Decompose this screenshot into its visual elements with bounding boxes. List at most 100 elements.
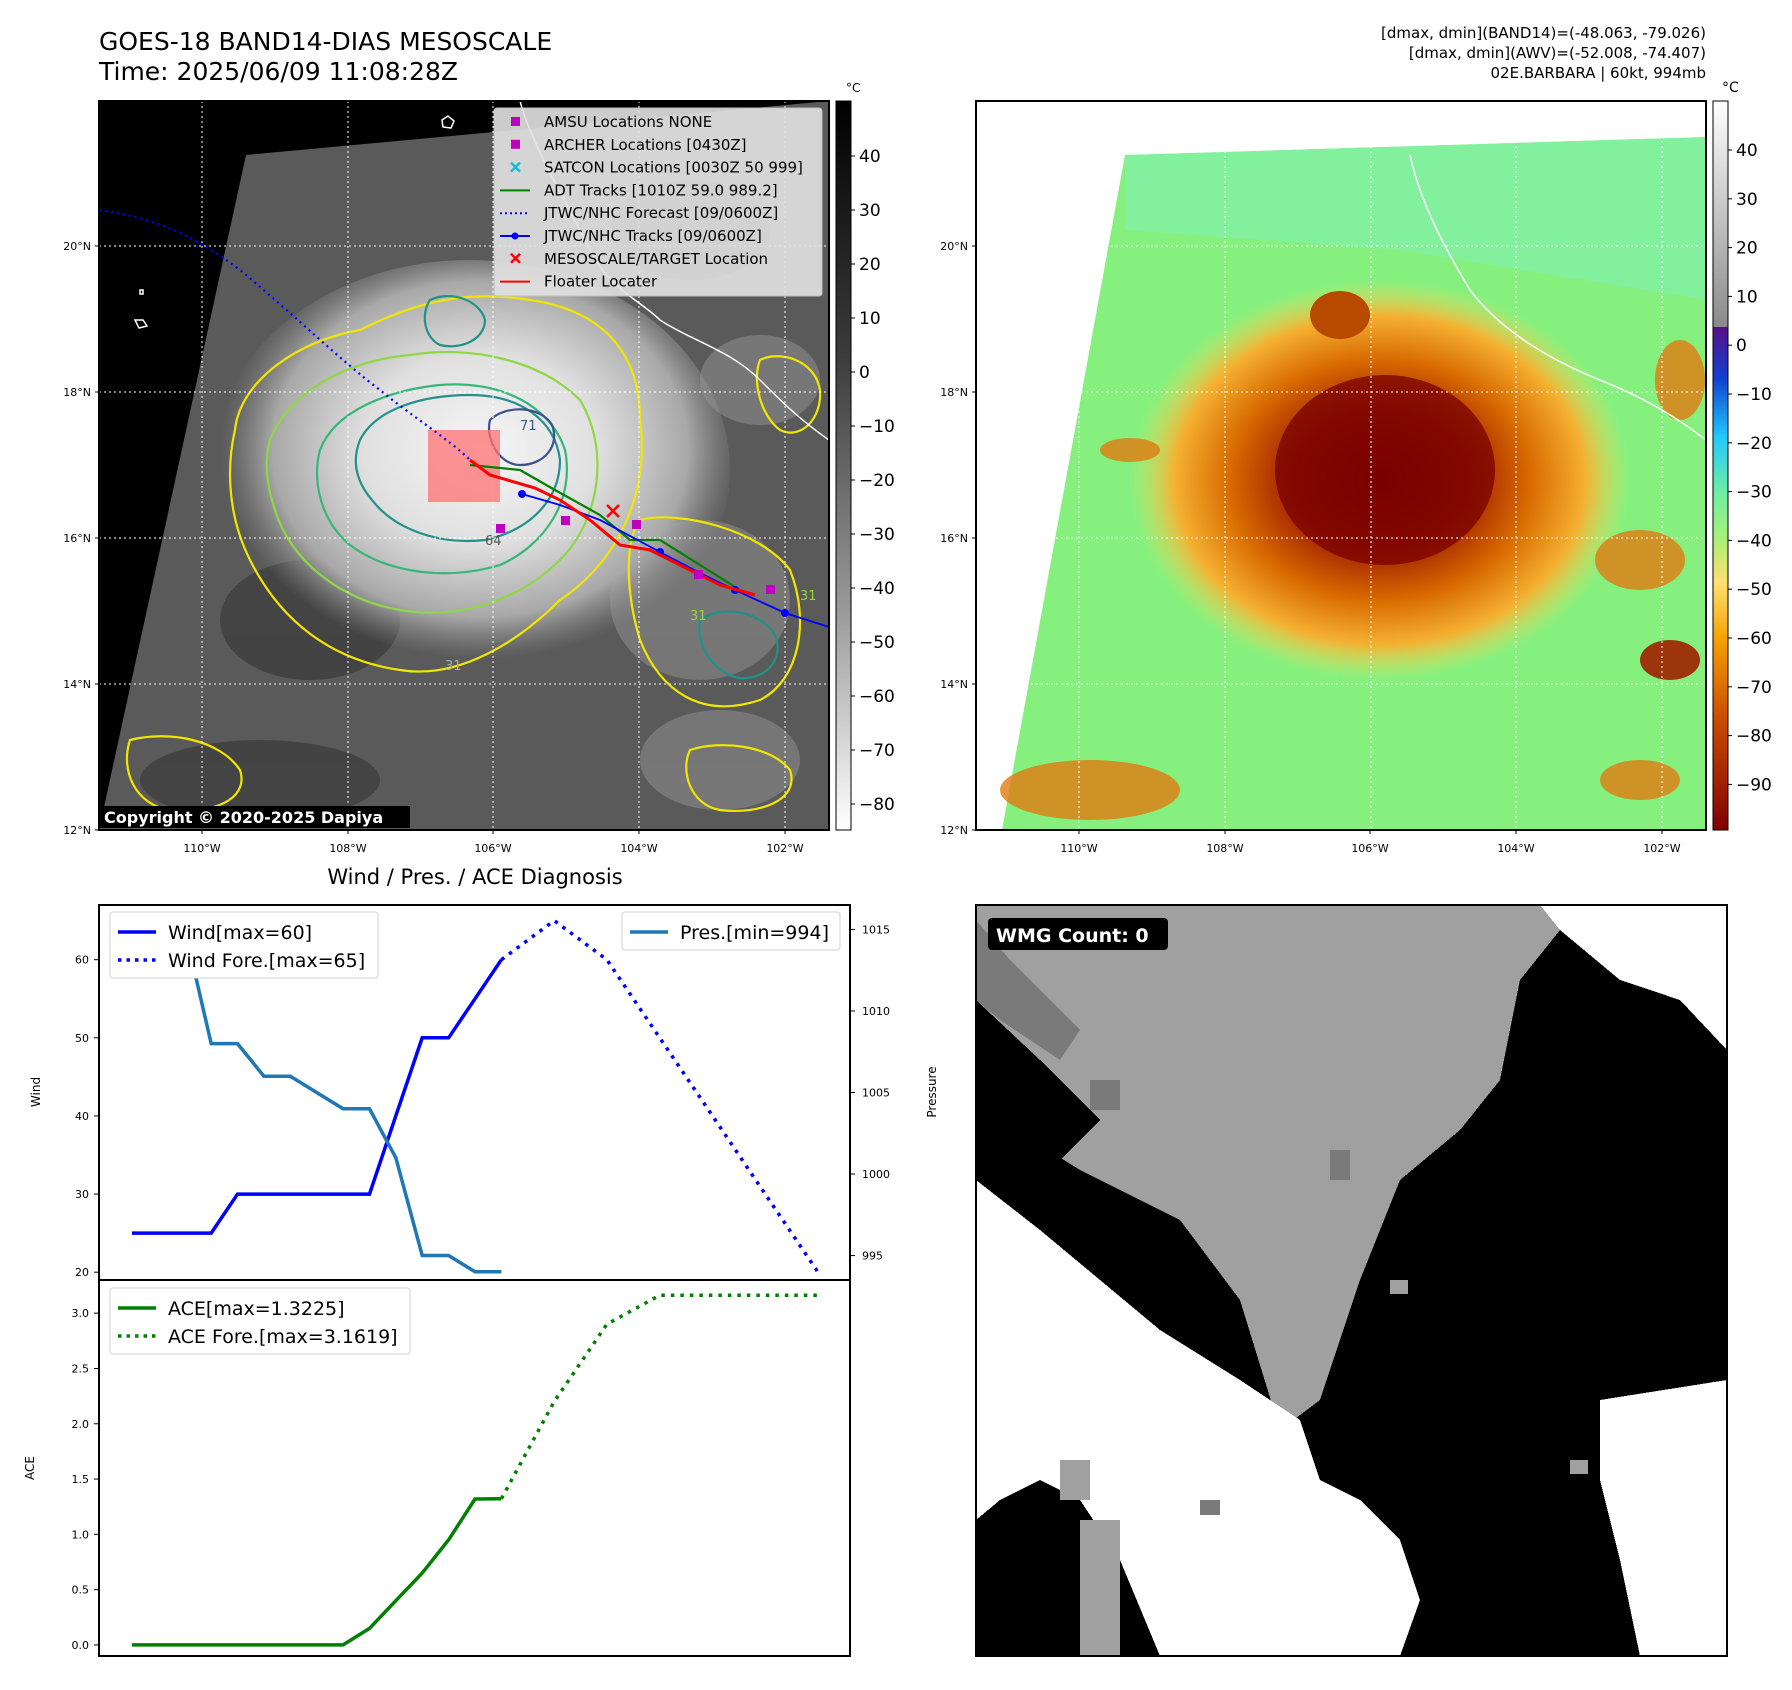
cbar-tick: 0 xyxy=(859,363,870,383)
cbar-tick: 40 xyxy=(1736,141,1758,161)
legend-label: JTWC/NHC Tracks [09/0600Z] xyxy=(543,227,762,245)
cbar-tick: −80 xyxy=(859,795,895,815)
awv-lat-tick: 12°N xyxy=(940,824,968,837)
y-tick: 2.0 xyxy=(72,1418,90,1431)
cbar-tick: −20 xyxy=(859,471,895,491)
y-tick: 50 xyxy=(75,1032,89,1045)
y2-tick: 995 xyxy=(862,1250,883,1263)
wind-axis-label: Wind xyxy=(29,1077,43,1107)
y-tick: 20 xyxy=(75,1266,89,1279)
cbar-tick: 20 xyxy=(859,255,881,275)
ir-lon-tick: 102°W xyxy=(766,842,803,855)
cbar-tick: −10 xyxy=(859,417,895,437)
jtwc-track xyxy=(521,493,829,628)
series-line-0 xyxy=(132,1496,502,1647)
y2-tick: 1005 xyxy=(862,1087,890,1100)
ir-lon-tick: 110°W xyxy=(183,842,220,855)
wmg-frame xyxy=(975,904,1728,1657)
cbar-tick: −50 xyxy=(1736,580,1772,600)
awv-lat-tick: 16°N xyxy=(940,532,968,545)
ir-frame xyxy=(98,100,830,831)
cbar-tick: −60 xyxy=(1736,629,1772,649)
cbar-tick: 0 xyxy=(1736,336,1747,356)
chart-legend-box xyxy=(621,911,841,951)
chart-legend-label: ACE[max=1.3225] xyxy=(168,1298,345,1320)
y-tick: 40 xyxy=(75,1110,89,1123)
ir-lat-tick: 20°N xyxy=(63,240,91,253)
y-tick: 60 xyxy=(75,954,89,967)
ir-lon-tick: 106°W xyxy=(474,842,511,855)
legend-square-marker-icon xyxy=(511,117,520,126)
copyright-box xyxy=(100,806,410,828)
awv-lon-tick: 106°W xyxy=(1351,842,1388,855)
ace-axis-label: ACE xyxy=(23,1456,37,1480)
cbar-tick: 10 xyxy=(859,309,881,329)
awv-lat-tick: 20°N xyxy=(940,240,968,253)
cbar-tick: 30 xyxy=(859,201,881,221)
wmg-white-region xyxy=(976,1180,1420,1656)
chart-title: Wind / Pres. / ACE Diagnosis xyxy=(327,865,622,889)
cbar-tick: 10 xyxy=(1736,287,1758,307)
cbar-tick: −40 xyxy=(1736,531,1772,551)
ir-lat-tick: 18°N xyxy=(63,386,91,399)
awv-frame xyxy=(975,100,1707,831)
legend-label: MESOSCALE/TARGET Location xyxy=(544,250,768,268)
awv-lat-tick: 18°N xyxy=(940,386,968,399)
ir-cbar-unit: °C xyxy=(846,81,860,95)
awv-panel xyxy=(975,100,1707,831)
cbar-tick: −20 xyxy=(1736,434,1772,454)
legend-line-dot-icon xyxy=(500,232,530,240)
y2-tick: 1015 xyxy=(862,923,890,936)
y-tick: 30 xyxy=(75,1188,89,1201)
awv-map-ticks: 20°N 18°N 16°N 14°N 12°N 110°W 108°W 106°W 104°W… xyxy=(940,240,1681,855)
jtwc-forecast-track xyxy=(99,208,471,461)
legend-x-marker-icon xyxy=(510,161,521,173)
wmg-panel: WMG Count: 0 xyxy=(975,904,1728,1657)
cbar-tick: −70 xyxy=(1736,678,1772,698)
legend-label: SATCON Locations [0030Z 50 999] xyxy=(544,159,803,177)
legend-square-marker-icon xyxy=(511,139,520,149)
wmg-count: WMG Count: 0 xyxy=(996,925,1149,947)
cbar-tick: −70 xyxy=(859,741,895,761)
legend-label: AMSU Locations NONE xyxy=(544,113,712,131)
cbar-tick: 40 xyxy=(859,147,881,167)
info-awv: [dmax, dmin](AWV)=(-52.008, -74.407) xyxy=(1409,44,1706,62)
y-tick: 1.5 xyxy=(72,1473,90,1486)
contour-label-31a: 31 xyxy=(445,659,462,674)
legend-label: Floater Locater xyxy=(544,273,658,291)
ir-lon-tick: 104°W xyxy=(620,842,657,855)
copyright: Copyright © 2020-2025 Dapiya xyxy=(104,808,383,827)
chart-legend-label: ACE Fore.[max=3.1619] xyxy=(168,1326,398,1348)
awv-lon-tick: 102°W xyxy=(1643,842,1680,855)
cbar-tick: −10 xyxy=(1736,385,1772,405)
cbar-tick: −80 xyxy=(1736,727,1772,747)
y-tick: 0.5 xyxy=(72,1584,90,1597)
series-line-0 xyxy=(132,958,503,1235)
legend-x-marker-icon xyxy=(510,252,521,264)
ir-lon-tick: 108°W xyxy=(329,842,366,855)
awv-colorbar: °C 40 30 20 10 0 −10 −20 −30 −40 −50 −60 −70 −80 −90 xyxy=(1712,80,1772,831)
figure-title: GOES-18 BAND14-DIAS MESOSCALE xyxy=(99,27,552,56)
awv-gridlines xyxy=(976,101,1706,830)
legend-label: ARCHER Locations [0430Z] xyxy=(544,136,747,154)
cbar-tick: 30 xyxy=(1736,190,1758,210)
pressure-axis-label: Pressure xyxy=(925,1066,939,1117)
awv-cbar-unit: °C xyxy=(1722,80,1739,96)
floater-track xyxy=(469,458,756,597)
info-storm: 02E.BARBARA | 60kt, 994mb xyxy=(1491,64,1706,82)
chart-legend-label: Wind[max=60] xyxy=(168,922,312,944)
ir-map-ticks: 20°N 18°N 16°N 14°N 12°N 110°W 108°W 106°W 104°W… xyxy=(63,240,804,855)
ir-lat-tick: 14°N xyxy=(63,678,91,691)
y-tick: 0.0 xyxy=(72,1639,90,1652)
wind-pressure-chart: Wind / Pres. / ACE Diagnosis 20 30 40 50 60 9… xyxy=(29,865,939,1281)
ace-chart: 0.0 0.5 1.0 1.5 2.0 2.5 3.0 ACE[max=1.3225] ACE … xyxy=(23,1279,851,1657)
chart-legend-box xyxy=(109,911,379,979)
cbar-tick: 20 xyxy=(1736,239,1758,259)
chart-legend-label: Wind Fore.[max=65] xyxy=(168,950,365,972)
chart-legend-box xyxy=(109,1287,411,1355)
awv-lon-tick: 104°W xyxy=(1497,842,1534,855)
figure-time: Time: 2025/06/09 11:08:28Z xyxy=(98,57,458,86)
wmg-label-box xyxy=(988,918,1168,950)
wmg-gray-region xyxy=(976,905,1560,1430)
ir-lat-tick: 16°N xyxy=(63,532,91,545)
